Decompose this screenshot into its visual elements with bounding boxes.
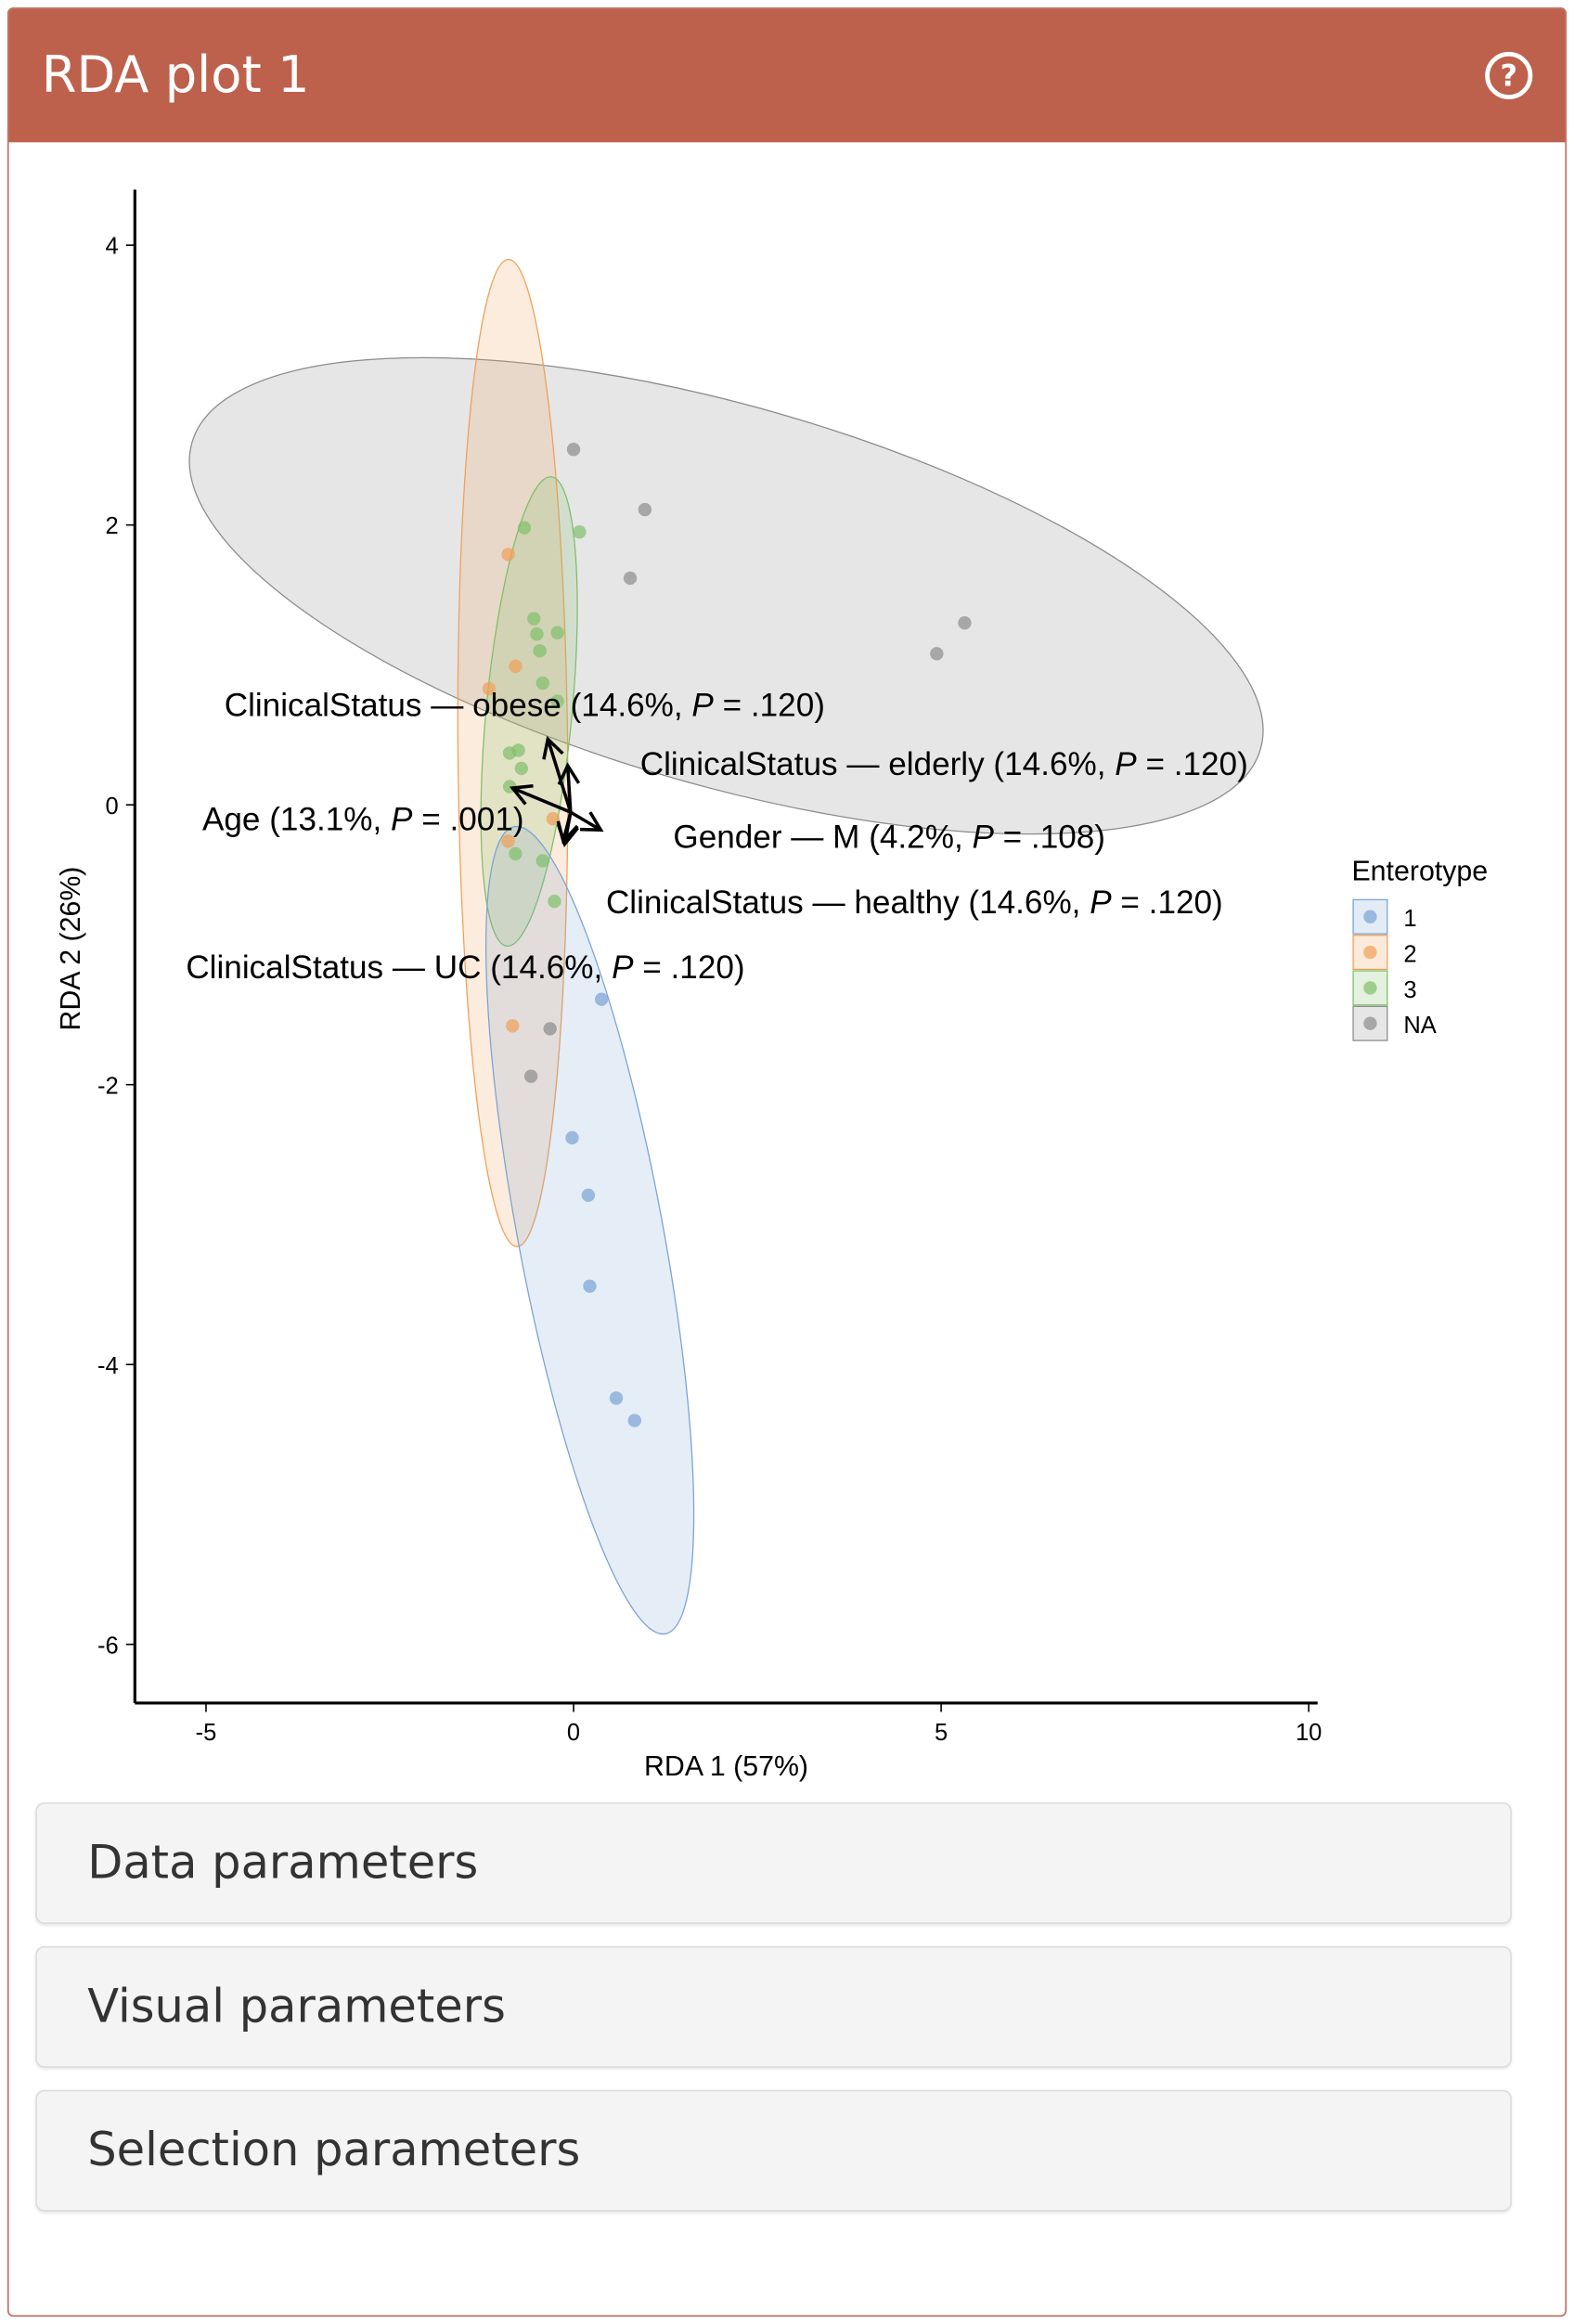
y-tick-label: 4 [106, 234, 119, 260]
confidence-ellipse-NA [188, 356, 1264, 835]
point-group-3 [514, 761, 528, 776]
biplot-arrow [569, 810, 602, 832]
x-tick-label: 5 [935, 1720, 948, 1746]
point-group-NA [958, 616, 972, 630]
card-title: RDA plot 1 [41, 45, 310, 106]
accordion-label: Visual parameters [87, 1980, 506, 2034]
point-group-2 [546, 812, 561, 826]
confidence-ellipse-3 [480, 476, 578, 948]
point-group-NA [523, 1069, 538, 1083]
point-group-3 [550, 694, 564, 708]
point-group-2 [506, 1019, 520, 1033]
point-group-3 [509, 846, 523, 861]
x-tick-label: -5 [196, 1720, 217, 1746]
point-group-3 [573, 525, 587, 539]
point-group-NA [930, 647, 944, 661]
point-group-2 [501, 548, 515, 562]
y-tick-label: 2 [106, 513, 119, 539]
point-group-NA [638, 502, 652, 517]
rda-plot-card: RDA plot 1 ? [6, 6, 1568, 2318]
point-group-1 [581, 1188, 596, 1202]
point-group-1 [583, 1279, 597, 1293]
legend-label: NA [1403, 1013, 1437, 1039]
legend-point-3 [1363, 981, 1377, 995]
y-tick-label: -6 [97, 1633, 119, 1659]
question-circle-icon[interactable]: ? [1485, 51, 1533, 99]
biplot-arrow [511, 786, 572, 814]
rda-plot: 4 2 0 -2 -4 -6 -5 0 5 10 RDA 1 (57%) RDA 2 (26%) Cli… [56, 189, 1488, 1782]
biplot-arrow [565, 765, 573, 813]
legend-key-3 [1352, 970, 1388, 1006]
point-group-1 [627, 1414, 641, 1427]
point-group-3 [530, 627, 544, 641]
legend-label: 1 [1403, 906, 1416, 932]
arrow-head [542, 735, 564, 760]
biplot-arrow [562, 811, 573, 845]
y-axis-label: RDA 2 (26%) [56, 867, 86, 1031]
accordion-visual-parameters[interactable]: Visual parameters [35, 1945, 1512, 2068]
card-header: RDA plot 1 ? [8, 8, 1566, 143]
arrow-head [556, 823, 579, 847]
accordion-selection-parameters[interactable]: Selection parameters [35, 2089, 1512, 2212]
y-tick-label: 0 [106, 794, 119, 820]
x-tick-label: 10 [1296, 1720, 1322, 1746]
point-group-2 [509, 659, 523, 674]
arrow-label: Age (13.1%, P = .001) [202, 801, 524, 837]
y-tick-label: -2 [97, 1073, 119, 1099]
point-group-3 [548, 895, 561, 909]
point-group-3 [533, 644, 547, 658]
point-group-2 [501, 834, 515, 848]
legend-point-NA [1363, 1016, 1377, 1030]
point-group-NA [543, 1022, 557, 1036]
legend-label: 2 [1403, 941, 1416, 967]
accordion-label: Selection parameters [87, 2124, 581, 2177]
point-group-3 [517, 521, 532, 535]
arrow-label: Gender — M (4.2%, P = .108) [673, 819, 1105, 855]
confidence-ellipse-1 [484, 825, 695, 1635]
point-group-1 [565, 1130, 579, 1145]
x-tick-label: 0 [567, 1720, 580, 1746]
legend-point-2 [1363, 945, 1377, 960]
point-group-3 [535, 854, 549, 868]
point-group-3 [550, 626, 564, 639]
arrow-head [509, 783, 534, 806]
arrow-label: ClinicalStatus — UC (14.6%, P = .120) [186, 949, 744, 986]
legend-title: Enterotype [1351, 857, 1488, 887]
point-group-NA [566, 443, 581, 457]
point-group-3 [535, 676, 549, 691]
point-group-3 [527, 612, 541, 626]
legend-label: 3 [1403, 977, 1416, 1003]
arrow-label: ClinicalStatus — elderly (14.6%, P = .12… [640, 746, 1248, 782]
point-group-1 [609, 1391, 624, 1405]
arrow-label: ClinicalStatus — obese (14.6%, P = .120) [225, 687, 825, 723]
arrow-head [557, 762, 581, 785]
accordion-data-parameters[interactable]: Data parameters [35, 1801, 1512, 1924]
accordion-label: Data parameters [87, 1836, 479, 1891]
biplot-arrow [546, 738, 573, 813]
point-group-3 [502, 746, 517, 760]
point-group-2 [482, 681, 497, 696]
arrow-label: ClinicalStatus — healthy (14.6%, P = .12… [606, 884, 1223, 921]
x-axis-label: RDA 1 (57%) [644, 1751, 808, 1782]
point-group-1 [594, 992, 609, 1006]
y-tick-label: -4 [97, 1353, 119, 1379]
arrow-head [579, 811, 604, 833]
legend-point-1 [1363, 910, 1377, 923]
point-group-NA [623, 571, 638, 586]
